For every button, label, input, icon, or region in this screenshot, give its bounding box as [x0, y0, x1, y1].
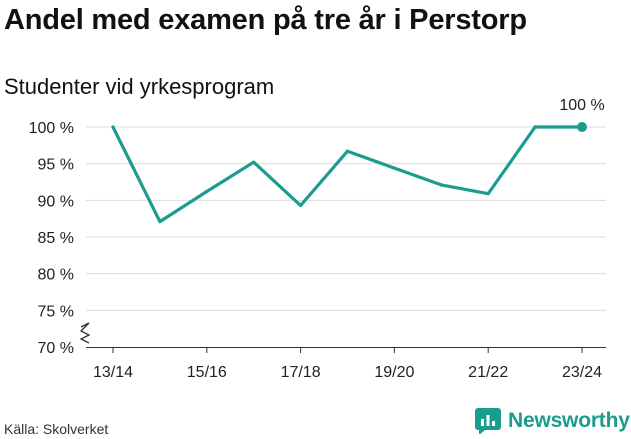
data-point: [111, 125, 115, 129]
y-tick-label: 100 %: [29, 120, 74, 137]
x-tick-label: 19/20: [374, 364, 414, 381]
data-point: [533, 125, 537, 129]
data-point: [345, 149, 350, 153]
source-note: Källa: Skolverket: [4, 421, 109, 437]
y-tick-label: 75 %: [38, 303, 74, 320]
x-tick-label: 13/14: [93, 364, 133, 381]
x-tick-label: 23/24: [562, 364, 602, 381]
value-annotation: 100 %: [559, 97, 604, 114]
newsworthy-logo-icon: [475, 408, 501, 434]
series-line: [111, 125, 584, 224]
y-tick-label: 90 %: [38, 193, 74, 210]
data-point: [439, 183, 443, 187]
x-tick-label: 21/22: [468, 364, 508, 381]
data-point: [392, 166, 396, 170]
last-point-marker: [577, 122, 587, 132]
chart-subtitle: Studenter vid yrkesprogram: [4, 74, 275, 99]
axis-break-icon: [79, 322, 91, 344]
brand-name: Newsworthy: [508, 409, 630, 432]
x-tick-label: 17/18: [281, 364, 321, 381]
y-tick-label: 80 %: [38, 267, 74, 284]
y-tick-label: 85 %: [38, 230, 74, 247]
data-point: [158, 220, 162, 224]
newsworthy-brand[interactable]: Newsworthy: [475, 408, 630, 434]
x-tick-label: 15/16: [187, 364, 227, 381]
data-point: [486, 192, 490, 196]
data-point: [252, 160, 256, 164]
data-point: [205, 189, 209, 194]
data-point: [299, 203, 303, 208]
chart-title: Andel med examen på tre år i Perstorp: [4, 4, 527, 36]
y-tick-label: 95 %: [38, 157, 74, 174]
y-tick-label: 70 %: [38, 340, 74, 357]
